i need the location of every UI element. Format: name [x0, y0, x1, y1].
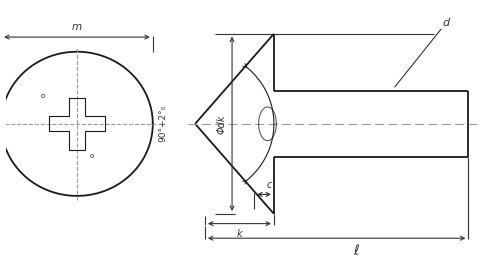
- Text: m: m: [72, 22, 82, 32]
- Text: Φdk: Φdk: [216, 114, 226, 134]
- Text: d: d: [442, 18, 450, 28]
- Text: 90°+2°₀: 90°+2°₀: [158, 105, 168, 142]
- Text: k: k: [236, 229, 242, 239]
- Text: o: o: [40, 93, 45, 99]
- Text: c: c: [266, 180, 272, 190]
- Text: o: o: [90, 153, 94, 159]
- Text: ℓ: ℓ: [354, 244, 359, 258]
